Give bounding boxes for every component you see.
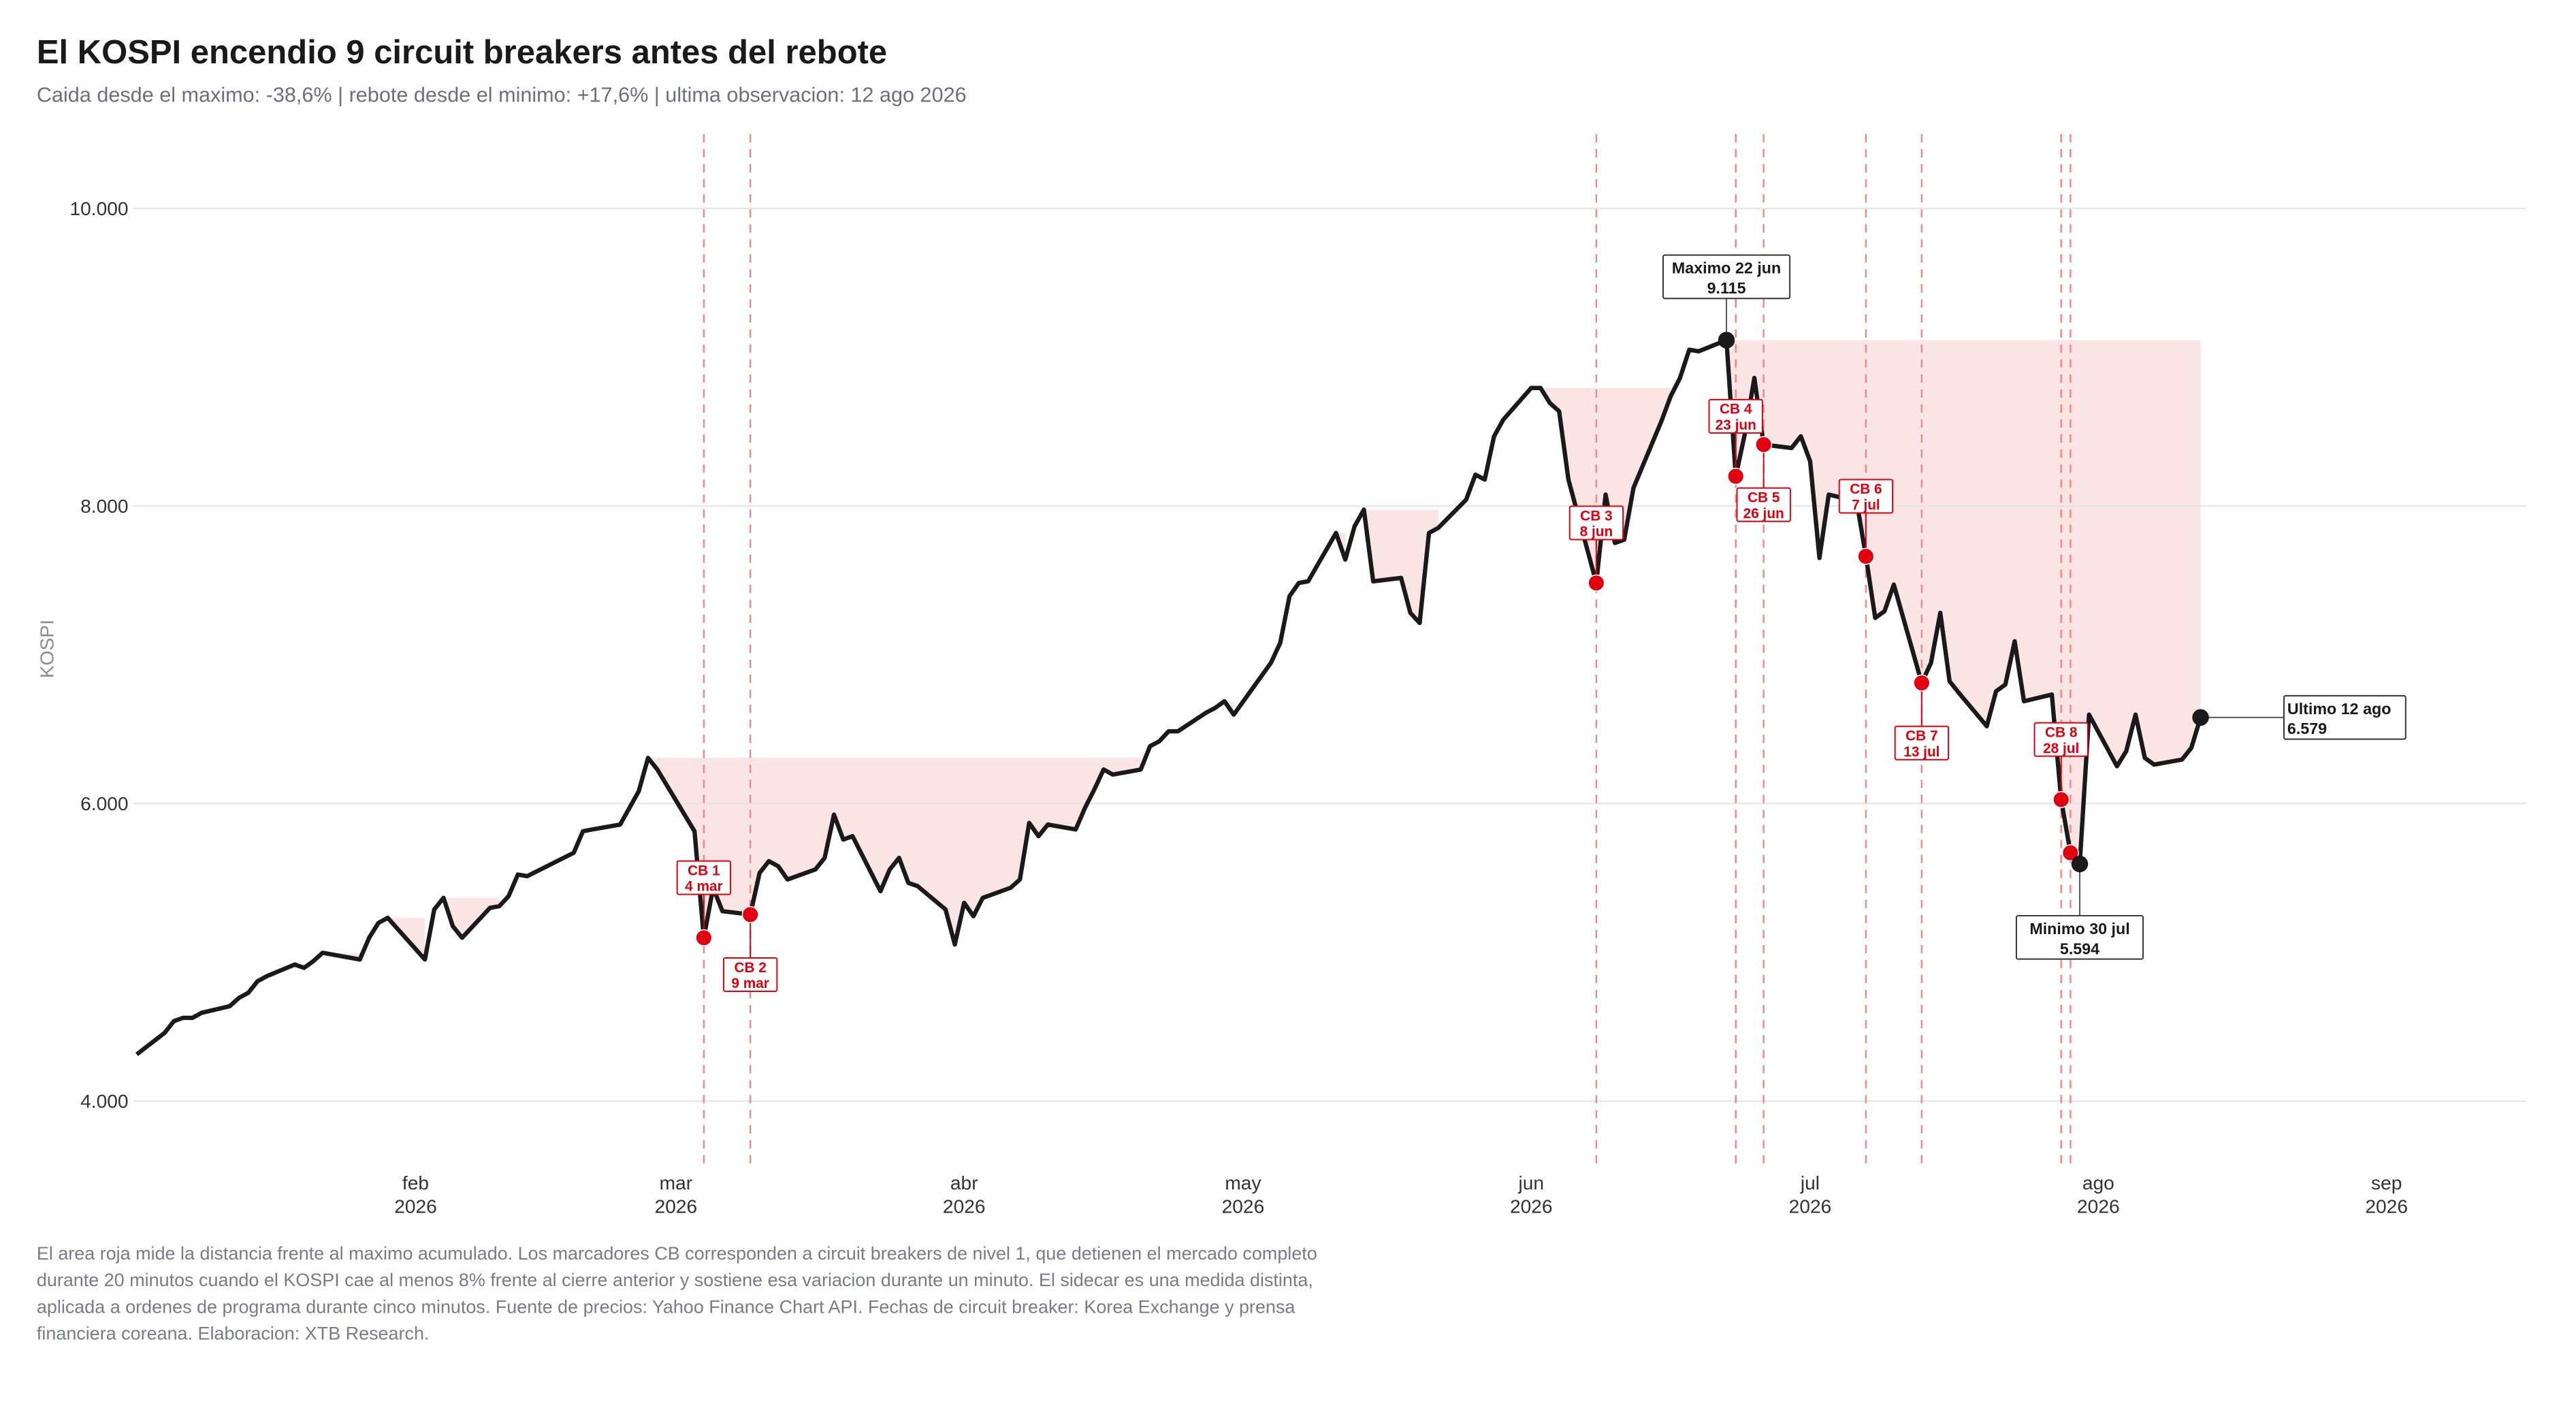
cb-label-box: [1568, 505, 1624, 541]
grid-layer: 4.0006.0008.00010.000feb2026mar2026abr20…: [69, 133, 2526, 1217]
x-tick-year: 2026: [1789, 1195, 1832, 1217]
x-tick-label: mar: [660, 1172, 692, 1194]
cb-date: 13 jul: [1903, 744, 1939, 760]
x-tick-year: 2026: [655, 1195, 698, 1217]
cb-marker: [2061, 844, 2079, 862]
annotation-box: [2283, 694, 2406, 740]
y-tick-label: 6.000: [80, 793, 128, 814]
cb-label-box: [1894, 725, 1950, 761]
drawdown-area: [647, 758, 1141, 945]
annotation-title: Maximo 22 jun: [1672, 259, 1781, 277]
x-tick-label: abr: [950, 1172, 978, 1194]
cb-label-box: [1708, 398, 1763, 434]
annotation-title: Ultimo 12 ago: [2287, 700, 2392, 718]
note-box: El area roja mide la distancia frente al…: [36, 1244, 1317, 1345]
annotation-marker: [2192, 709, 2209, 726]
drawdown-area: [1364, 509, 1438, 624]
annotation-title: Minimo 30 jul: [2029, 920, 2129, 938]
x-tick-year: 2026: [1510, 1195, 1553, 1217]
annotation-box: [1662, 254, 1791, 300]
cb-label-box: [722, 957, 778, 992]
annotation-value: 5.594: [2060, 940, 2099, 957]
cb-marker: [741, 906, 759, 923]
x-tick-year: 2026: [943, 1195, 986, 1217]
cb-date: 23 jun: [1716, 417, 1756, 433]
cb-date: 26 jun: [1743, 506, 1784, 522]
price-line: [135, 338, 2203, 1057]
cb-label-box: [1736, 487, 1791, 522]
cb-marker: [695, 929, 713, 946]
cb-date: 7 jul: [1852, 498, 1880, 513]
drawdown-area: [443, 897, 500, 938]
y-tick-label: 4.000: [80, 1090, 128, 1112]
cb-label: CB 6: [1850, 481, 1882, 497]
marks-layer: CB 14 mar CB 29 mar CB 38 jun CB 423 jun CB …: [135, 254, 2406, 1057]
x-tick-label: sep: [2371, 1172, 2402, 1194]
cb-label-box: [676, 860, 732, 895]
cb-label-box: [1838, 479, 1894, 514]
annotation-marker: [2071, 855, 2089, 873]
cb-marker: [2052, 790, 2070, 808]
cb-label: CB 7: [1905, 729, 1937, 744]
x-tick-label: ago: [2082, 1172, 2114, 1194]
cb-marker: [1727, 468, 1745, 485]
x-tick-year: 2026: [2077, 1195, 2120, 1217]
cb-label: CB 8: [2045, 724, 2077, 740]
cb-marker: [1755, 436, 1773, 453]
x-tick-year: 2026: [394, 1195, 437, 1217]
annotation-value: 6.579: [2287, 720, 2327, 737]
cb-date: 9 mar: [731, 976, 769, 991]
x-tick-label: jun: [1518, 1172, 1545, 1194]
cb-label: CB 2: [734, 960, 766, 976]
annotation-marker: [1718, 332, 1735, 349]
cb-marker: [1913, 674, 1931, 692]
y-axis-label: KOSPI: [35, 620, 57, 678]
cb-marker: [1588, 574, 1605, 592]
chart-title: El KOSPI encendio 9 circuit breakers ant…: [37, 34, 887, 71]
y-tick-label: 8.000: [80, 495, 128, 517]
annotation-value: 9.115: [1707, 279, 1746, 297]
cb-date: 8 jun: [1580, 524, 1613, 540]
footnote: El area roja mide la distancia frente al…: [36, 1244, 1317, 1345]
cb-label: CB 3: [1580, 508, 1612, 524]
x-tick-year: 2026: [1222, 1195, 1265, 1217]
drawdown-area: [1540, 387, 1671, 583]
cb-date: 28 jul: [2043, 741, 2079, 756]
x-tick-label: feb: [402, 1172, 429, 1194]
cb-label: CB 1: [688, 863, 720, 878]
cb-label: CB 4: [1720, 402, 1752, 417]
annotation-box: [2015, 914, 2144, 960]
x-tick-label: jul: [1800, 1172, 1820, 1194]
cb-label-box: [2033, 722, 2089, 757]
chart-subtitle: Caida desde el maximo: -38,6% | rebote d…: [37, 83, 967, 106]
cb-marker: [1857, 547, 1875, 565]
cb-date: 4 mar: [685, 879, 723, 895]
cb-label: CB 5: [1748, 490, 1780, 506]
x-tick-label: may: [1225, 1172, 1261, 1194]
x-tick-year: 2026: [2365, 1195, 2408, 1217]
y-tick-label: 10.000: [69, 197, 128, 219]
